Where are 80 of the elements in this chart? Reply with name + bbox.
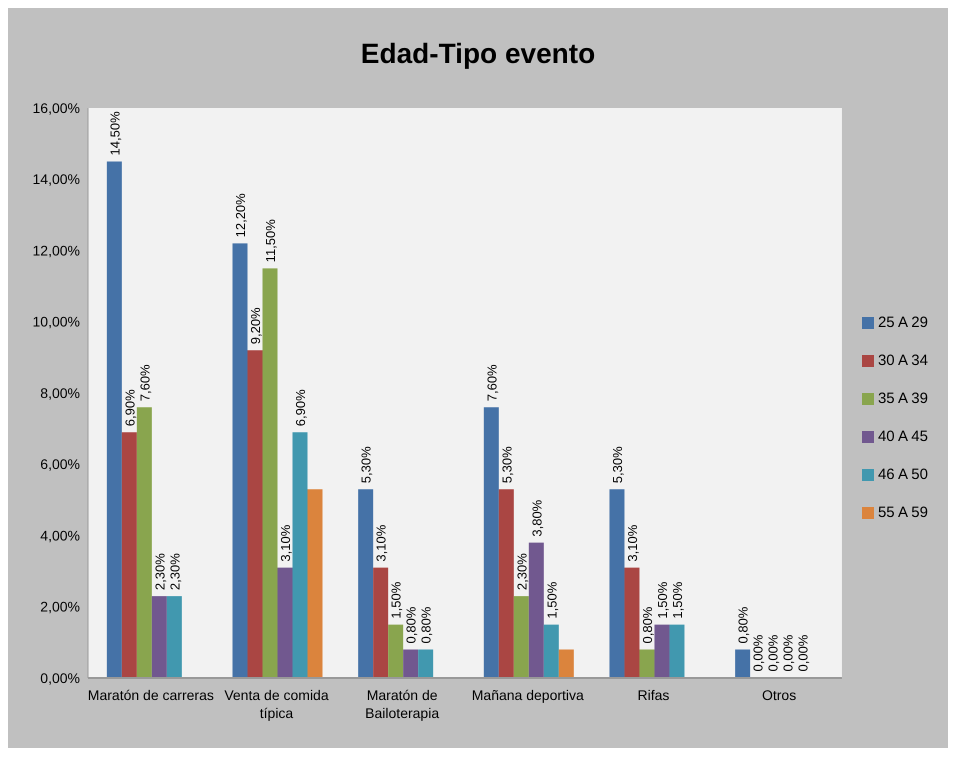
data-label: 0,80% xyxy=(736,606,751,644)
y-tick-label: 12,00% xyxy=(32,242,80,258)
data-label: 0,80% xyxy=(640,606,655,644)
bar xyxy=(152,596,167,678)
data-label: 0,00% xyxy=(780,634,796,672)
bar xyxy=(358,489,374,678)
bar xyxy=(654,624,670,678)
data-label: 7,60% xyxy=(137,364,152,402)
bar xyxy=(248,350,263,678)
bar xyxy=(292,432,308,678)
data-label: 7,60% xyxy=(484,364,500,402)
chart-title: Edad-Tipo evento xyxy=(360,37,596,71)
data-label: 0,00% xyxy=(796,634,811,672)
bar xyxy=(735,650,750,678)
legend-label: 55 A 59 xyxy=(878,504,928,521)
data-label: 12,20% xyxy=(233,192,248,238)
data-label: 2,30% xyxy=(167,552,182,590)
bar xyxy=(514,596,529,678)
data-label: 5,30% xyxy=(499,446,514,484)
legend-label: 30 A 34 xyxy=(878,352,928,369)
y-tick-label: 2,00% xyxy=(40,598,80,615)
bar xyxy=(166,596,182,678)
data-label: 0,80% xyxy=(418,606,434,644)
bar xyxy=(308,489,323,678)
data-label: 2,30% xyxy=(152,552,168,590)
data-label: 1,50% xyxy=(670,581,685,619)
y-tick-label: 10,00% xyxy=(32,314,80,330)
y-tick-label: 4,00% xyxy=(40,527,80,544)
bar xyxy=(498,489,514,678)
data-label: 0,00% xyxy=(766,634,781,672)
bar xyxy=(403,650,418,678)
x-tick-label: Rifas xyxy=(638,687,670,703)
x-tick-label: Maratón de Bailoterapia xyxy=(365,687,440,721)
data-label: 0,80% xyxy=(404,606,419,644)
y-tick-label: 14,00% xyxy=(32,171,80,188)
bar xyxy=(373,568,388,678)
data-label: 1,50% xyxy=(388,581,404,619)
y-tick-label: 16,00% xyxy=(32,100,80,116)
bar xyxy=(624,568,640,678)
data-label: 3,10% xyxy=(374,524,389,562)
bar xyxy=(262,268,278,678)
bar xyxy=(544,624,559,678)
bar xyxy=(484,407,499,678)
bar xyxy=(136,407,152,678)
data-label: 2,30% xyxy=(514,552,530,590)
x-tick-label: Maratón de carreras xyxy=(88,687,214,703)
y-tick-label: 8,00% xyxy=(40,384,80,401)
data-label: 3,10% xyxy=(278,524,294,562)
bar xyxy=(388,624,404,678)
bar xyxy=(639,650,654,678)
data-label: 3,10% xyxy=(624,524,640,562)
bar xyxy=(558,650,574,678)
legend-label: 46 A 50 xyxy=(878,466,928,483)
y-tick-label: 0,00% xyxy=(40,670,80,686)
legend-label: 40 A 45 xyxy=(878,428,928,445)
y-tick-label: 6,00% xyxy=(40,456,80,472)
data-label: 5,30% xyxy=(358,446,374,484)
x-tick-label: Mañana deportiva xyxy=(472,687,584,703)
x-tick-label: Venta de comida típica xyxy=(224,687,329,721)
data-label: 6,90% xyxy=(122,388,138,426)
legend-label: 35 A 39 xyxy=(878,390,928,407)
data-label: 1,50% xyxy=(544,581,560,619)
bar xyxy=(418,650,434,678)
bar xyxy=(122,432,137,678)
x-tick-label: Otros xyxy=(762,687,796,703)
bar xyxy=(232,243,248,678)
bar xyxy=(278,568,293,678)
bar xyxy=(528,542,544,678)
bar xyxy=(609,489,624,678)
data-label: 5,30% xyxy=(610,446,625,484)
data-label: 0,00% xyxy=(750,634,766,672)
data-label: 3,80% xyxy=(529,499,544,537)
data-label: 1,50% xyxy=(654,581,670,619)
data-label: 14,50% xyxy=(107,110,122,156)
bar xyxy=(106,161,122,678)
legend-label: 25 A 29 xyxy=(878,314,928,331)
data-label: 11,50% xyxy=(263,218,278,262)
bar xyxy=(669,624,684,678)
data-label: 6,90% xyxy=(293,388,308,426)
data-label: 9,20% xyxy=(248,306,264,344)
